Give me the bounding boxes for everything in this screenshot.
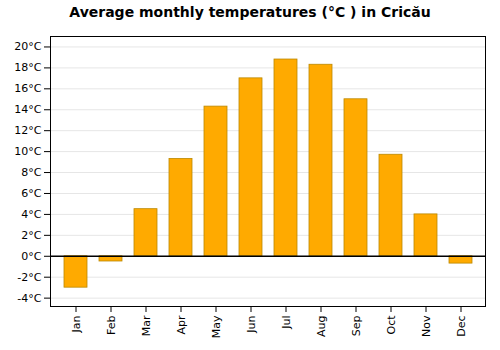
svg-text:Mar: Mar xyxy=(140,315,153,336)
svg-text:-4°C: -4°C xyxy=(17,292,41,305)
svg-text:0°C: 0°C xyxy=(21,250,41,263)
svg-text:Jun: Jun xyxy=(245,315,258,333)
svg-text:20°C: 20°C xyxy=(14,40,41,53)
svg-text:18°C: 18°C xyxy=(14,61,41,74)
svg-text:Dec: Dec xyxy=(455,316,468,337)
svg-text:-2°C: -2°C xyxy=(17,271,41,284)
svg-text:Aug: Aug xyxy=(315,316,328,337)
svg-text:Oct: Oct xyxy=(385,315,398,335)
svg-text:Apr: Apr xyxy=(175,315,188,335)
svg-text:Sep: Sep xyxy=(350,315,363,336)
svg-text:Nov: Nov xyxy=(420,315,433,337)
svg-text:Jan: Jan xyxy=(70,315,83,333)
svg-text:12°C: 12°C xyxy=(14,124,41,137)
svg-text:Feb: Feb xyxy=(105,315,118,334)
svg-text:16°C: 16°C xyxy=(14,82,41,95)
html-text:Average monthly temperatures (: Average monthly temperatures (°C ) in Cr… xyxy=(69,4,431,20)
svg-text:8°C: 8°C xyxy=(21,166,41,179)
svg-text:4°C: 4°C xyxy=(21,208,41,221)
svg-text:10°C: 10°C xyxy=(14,145,41,158)
svg-text:2°C: 2°C xyxy=(21,229,41,242)
svg-text:14°C: 14°C xyxy=(14,103,41,116)
svg-text:Jul: Jul xyxy=(280,316,293,330)
svg-text:6°C: 6°C xyxy=(21,187,41,200)
svg-text:May: May xyxy=(210,315,223,338)
